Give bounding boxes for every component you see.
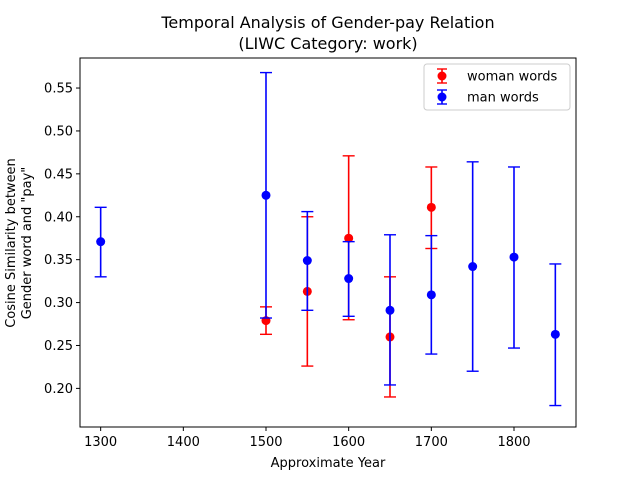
data-point	[426, 290, 436, 300]
y-axis-label-line2: Gender word and "pay"	[20, 167, 35, 320]
data-point	[426, 202, 436, 212]
x-tick-label: 1400	[167, 435, 200, 450]
legend-marker-dot	[437, 71, 447, 81]
chart-subtitle: (LIWC Category: work)	[238, 34, 417, 53]
y-axis: 0.20 0.25 0.30 0.35 0.40 0.45 0.50 0.55	[44, 82, 80, 397]
x-tick-label: 1600	[332, 435, 365, 450]
data-point	[550, 329, 560, 339]
y-tick-label: 0.50	[44, 124, 73, 139]
legend-label: woman words	[467, 70, 558, 85]
x-axis: 1300 1400 1500 1600 1700 1800	[84, 427, 531, 450]
data-point	[302, 256, 312, 266]
y-tick-label: 0.55	[44, 82, 73, 97]
legend-box	[423, 63, 571, 111]
y-tick-label: 0.30	[44, 296, 73, 311]
axes-frame	[79, 57, 577, 428]
y-tick-label: 0.25	[44, 339, 73, 354]
y-tick-label: 0.40	[44, 210, 73, 225]
legend: woman words man words	[423, 63, 571, 111]
legend-items: woman words man words	[437, 68, 558, 106]
series-man-words	[94, 71, 562, 407]
x-tick-label: 1800	[497, 435, 530, 450]
y-tick-label: 0.35	[44, 253, 73, 268]
x-tick-label: 1300	[84, 435, 117, 450]
data-point	[344, 233, 354, 243]
data-point	[96, 237, 106, 247]
y-tick-label: 0.20	[44, 382, 73, 397]
legend-label: man words	[467, 91, 539, 106]
x-axis-label: Approximate Year	[271, 456, 386, 471]
chart-title: Temporal Analysis of Gender-pay Relation	[160, 13, 494, 32]
legend-marker-dot	[437, 92, 447, 102]
data-point	[509, 252, 519, 262]
x-tick-label: 1500	[249, 435, 282, 450]
data-point	[344, 274, 354, 284]
y-axis-label-line1: Cosine Similarity between	[4, 158, 19, 328]
data-point	[261, 190, 271, 200]
data-point	[468, 262, 478, 272]
y-tick-label: 0.45	[44, 167, 73, 182]
x-tick-label: 1700	[415, 435, 448, 450]
data-point	[385, 305, 395, 315]
plot-area	[94, 71, 562, 407]
